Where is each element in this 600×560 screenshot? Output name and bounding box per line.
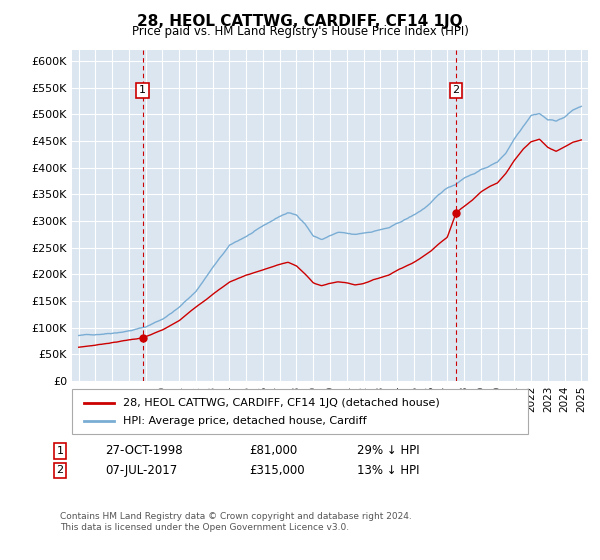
Text: 1: 1 [56,446,64,456]
Text: 1: 1 [139,85,146,95]
Text: £315,000: £315,000 [249,464,305,477]
Text: HPI: Average price, detached house, Cardiff: HPI: Average price, detached house, Card… [123,417,367,427]
Text: 28, HEOL CATTWG, CARDIFF, CF14 1JQ (detached house): 28, HEOL CATTWG, CARDIFF, CF14 1JQ (deta… [123,398,440,408]
Text: 13% ↓ HPI: 13% ↓ HPI [357,464,419,477]
Text: 28, HEOL CATTWG, CARDIFF, CF14 1JQ: 28, HEOL CATTWG, CARDIFF, CF14 1JQ [137,14,463,29]
Text: 2: 2 [452,85,460,95]
Text: £81,000: £81,000 [249,444,297,458]
Text: 29% ↓ HPI: 29% ↓ HPI [357,444,419,458]
Text: 2: 2 [56,465,64,475]
Text: Price paid vs. HM Land Registry's House Price Index (HPI): Price paid vs. HM Land Registry's House … [131,25,469,38]
Text: 27-OCT-1998: 27-OCT-1998 [105,444,182,458]
Text: 07-JUL-2017: 07-JUL-2017 [105,464,177,477]
Text: Contains HM Land Registry data © Crown copyright and database right 2024.
This d: Contains HM Land Registry data © Crown c… [60,512,412,532]
